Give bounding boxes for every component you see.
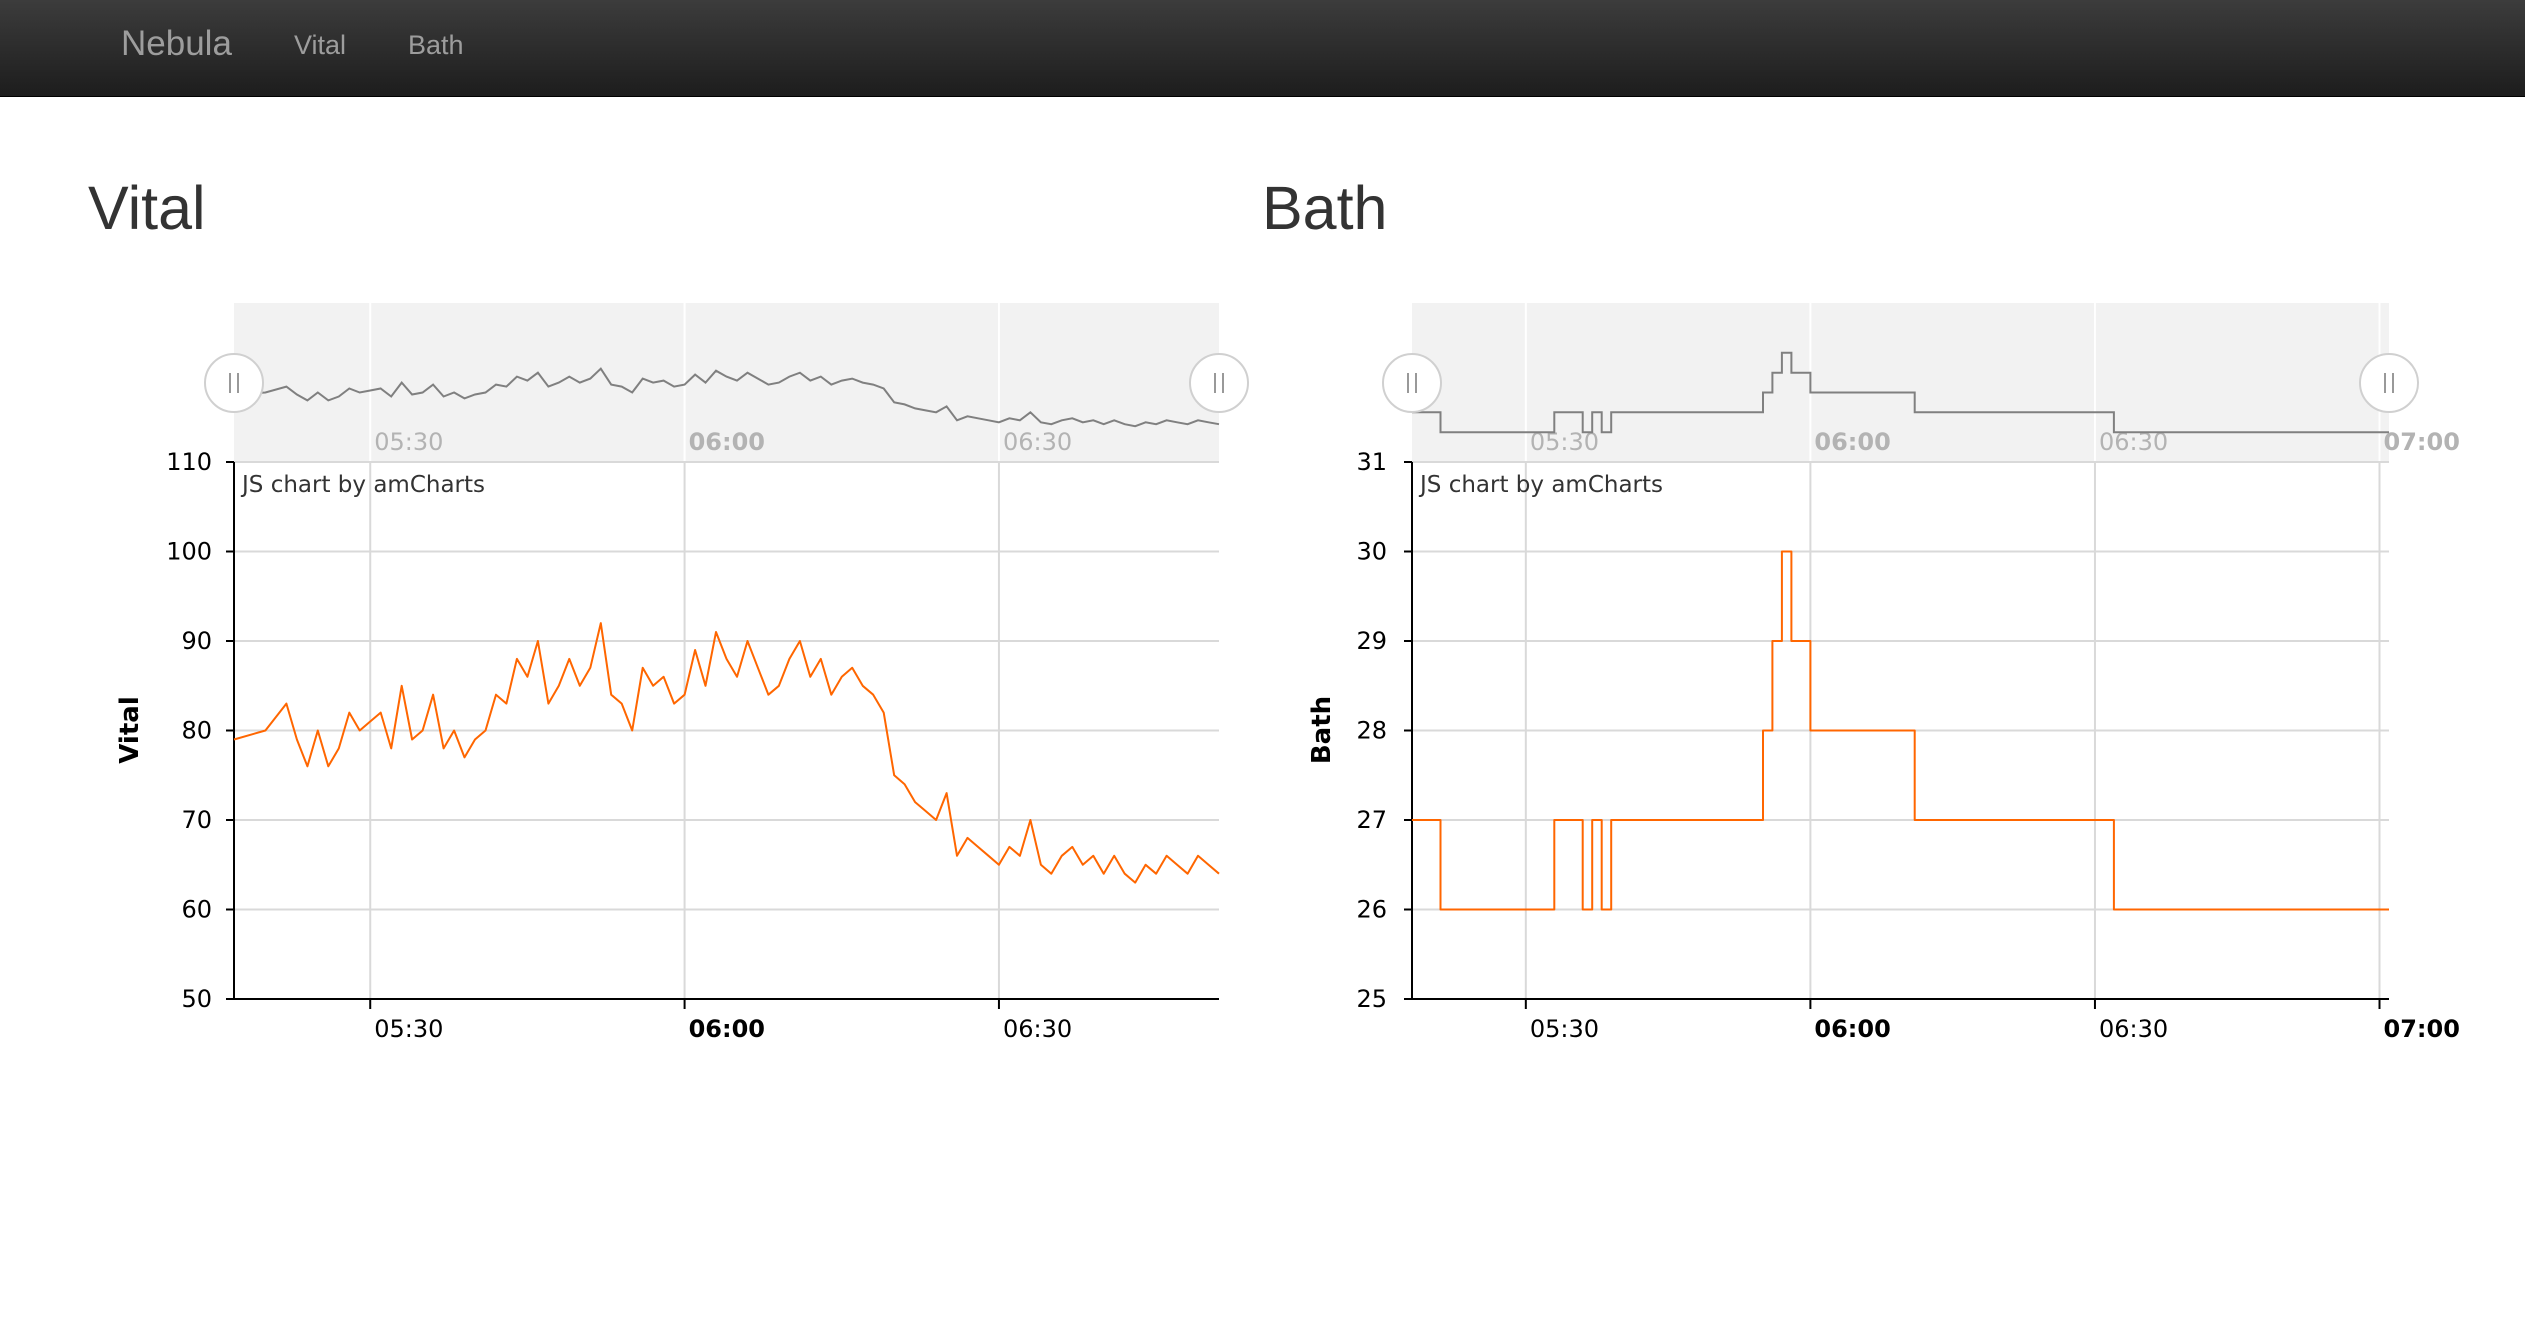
bath-section-title: Bath: [1262, 174, 1388, 242]
bath-y-axis-label: Bath: [1307, 696, 1337, 764]
vital-y-tick-label: 70: [181, 806, 212, 834]
grip-circle[interactable]: [2359, 353, 2419, 413]
vital-section-title: Vital: [88, 174, 206, 242]
bath-y-tick-label: 28: [1356, 717, 1387, 745]
bath-x-tick-label: 06:00: [1814, 1015, 1890, 1043]
grip-circle[interactable]: [1189, 353, 1249, 413]
vital-scrollbar-tick-label: 05:30: [374, 428, 443, 456]
bath-y-tick-label: 25: [1356, 985, 1387, 1013]
vital-x-tick-label: 06:00: [689, 1015, 765, 1043]
bath-scrollbar-series-line: [1412, 351, 2389, 434]
top-navbar: Nebula Vital Bath: [0, 0, 2525, 97]
bath-x-tick-label: 06:30: [2099, 1015, 2168, 1043]
vital-scrollbar-series-line: [233, 367, 1220, 428]
vital-y-tick-label: 80: [181, 717, 212, 745]
bath-scrollbar-right-grip[interactable]: [2359, 353, 2419, 413]
bath-y-tick-label: 27: [1356, 806, 1387, 834]
bath-scrollbar-left-grip[interactable]: [1382, 353, 1442, 413]
vital-y-tick-label: 110: [166, 448, 212, 476]
bath-series-line[interactable]: [1412, 550, 2389, 911]
vital-x-tick-label: 05:30: [374, 1015, 443, 1043]
bath-chart[interactable]: 05:30 05:30 06:00 06:00 06:30 06:30 07:00 07:00…: [0, 0, 2525, 1100]
vital-y-tick-label: 60: [181, 896, 212, 924]
vital-x-tick-label: 06:30: [1003, 1015, 1072, 1043]
brand-logo[interactable]: Nebula: [121, 24, 232, 63]
bath-y-tick-label: 29: [1356, 627, 1387, 655]
bath-y-tick-label: 26: [1356, 896, 1387, 924]
bath-scrollbar-bg[interactable]: [1412, 303, 2389, 462]
vital-y-tick-label: 100: [166, 538, 212, 566]
bath-scrollbar-tick-label: 07:00: [2384, 428, 2460, 456]
vital-scrollbar-bg[interactable]: [234, 303, 1219, 462]
vital-series-line[interactable]: [233, 622, 1220, 884]
vital-scrollbar-right-grip[interactable]: [1189, 353, 1249, 413]
bath-scrollbar-tick-label: 06:00: [1814, 428, 1890, 456]
vital-chart[interactable]: 05:30 05:30 06:00 06:00 06:30 06:30 50 60 70 80 90…: [0, 0, 1250, 1100]
nav-link-vital[interactable]: Vital: [294, 30, 347, 60]
vital-y-tick-label: 90: [181, 627, 212, 655]
grip-circle[interactable]: [1382, 353, 1442, 413]
nav-link-bath[interactable]: Bath: [408, 30, 464, 60]
vital-y-axis-label: Vital: [115, 696, 145, 763]
bath-y-tick-label: 31: [1356, 448, 1387, 476]
vital-scrollbar-tick-label: 06:00: [689, 428, 765, 456]
vital-scrollbar-left-grip[interactable]: [204, 353, 264, 413]
vital-y-tick-label: 50: [181, 985, 212, 1013]
bath-x-tick-label: 05:30: [1530, 1015, 1599, 1043]
vital-chart-credit[interactable]: JS chart by amCharts: [240, 472, 485, 498]
bath-y-tick-label: 30: [1356, 538, 1387, 566]
bath-chart-credit[interactable]: JS chart by amCharts: [1418, 472, 1663, 498]
grip-circle[interactable]: [204, 353, 264, 413]
vital-scrollbar-tick-label: 06:30: [1003, 428, 1072, 456]
bath-x-tick-label: 07:00: [2384, 1015, 2460, 1043]
